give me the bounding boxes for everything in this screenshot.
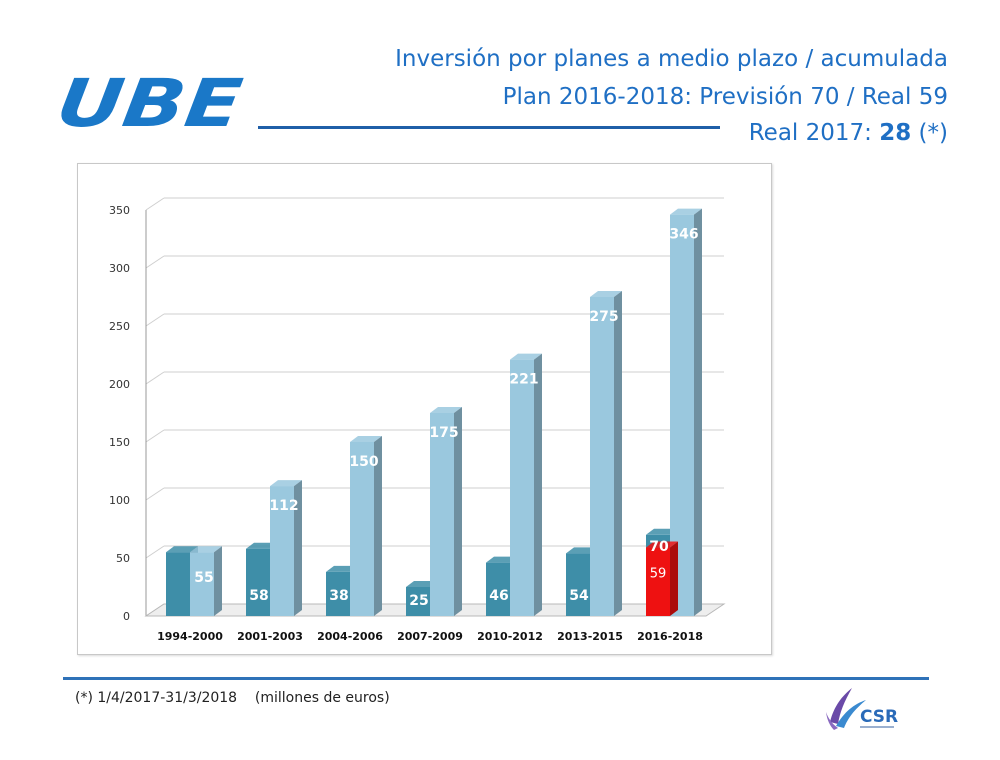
bar-cumulative-6-side <box>694 208 702 616</box>
x-tick-label-0: 1994-2000 <box>157 630 223 643</box>
y-tick-label-4: 200 <box>109 378 130 391</box>
gridline-side-1 <box>145 545 165 559</box>
bar-real-6 <box>646 547 670 616</box>
header-divider <box>258 126 720 129</box>
bar-plan-0-top <box>166 546 198 553</box>
csr-company-logo: CSR <box>826 688 898 730</box>
y-tick-label-7: 350 <box>109 204 130 217</box>
bar-plan-4 <box>486 562 510 616</box>
bar-cumulative-1 <box>270 486 294 616</box>
bar-cumulative-3-top <box>430 407 462 413</box>
gridline-side-7 <box>145 197 165 211</box>
bar-cumulative-0 <box>190 552 214 616</box>
gridline-side-3 <box>145 429 165 443</box>
bar-plan-3 <box>406 587 430 616</box>
bar-cumulative-1-side <box>294 480 302 616</box>
x-tick-label-3: 2007-2009 <box>397 630 463 643</box>
title-line-1: Inversión por planes a medio plazo / acu… <box>395 46 948 72</box>
bar-cumulative-2-side <box>374 436 382 616</box>
footer-divider <box>63 677 929 680</box>
bar-real-6-side <box>670 541 678 616</box>
title-line-3-suffix: (*) <box>911 120 948 146</box>
data-label-plan-1: 58 <box>249 588 268 604</box>
bar-cumulative-2-top <box>350 436 382 442</box>
x-tick-label-1: 2001-2003 <box>237 630 303 643</box>
csr-logo-text: CSR <box>860 707 898 727</box>
x-tick-label-4: 2010-2012 <box>477 630 543 643</box>
chart-container: 0 50 100 150 200 250 300 350 55 1994-2000 58 112 200… <box>77 163 772 655</box>
bar-plan-0 <box>166 552 190 616</box>
title-line-2: Plan 2016-2018: Previsión 70 / Real 59 <box>502 84 948 110</box>
data-label-plan-3: 25 <box>409 593 428 609</box>
data-label-plan-2: 38 <box>329 588 348 604</box>
bar-chart: 0 50 100 150 200 250 300 350 55 1994-2000 58 112 200… <box>109 197 726 643</box>
footnote: (*) 1/4/2017-31/3/2018 (millones de euro… <box>75 690 390 706</box>
bar-plan-1 <box>246 548 270 616</box>
ube-logo-text: UBE <box>60 70 247 132</box>
bar-cumulative-2 <box>350 442 374 616</box>
data-label-cumulative-0: 55 <box>194 570 213 586</box>
data-label-cumulative-5: 275 <box>589 309 618 325</box>
bar-cumulative-1-top <box>270 480 302 487</box>
y-tick-label-2: 100 <box>109 494 130 507</box>
bar-cumulative-4-top <box>510 353 542 360</box>
data-label-plan-4: 46 <box>489 588 508 604</box>
bar-real-6-top <box>646 541 678 548</box>
y-tick-label-1: 50 <box>116 552 130 565</box>
data-label-real-6: 59 <box>650 567 667 582</box>
data-label-cumulative-2: 150 <box>349 454 378 470</box>
gridline-side-4 <box>145 371 165 385</box>
data-label-cumulative-4: 221 <box>509 372 538 388</box>
bar-cumulative-4-side <box>534 353 542 616</box>
bar-cumulative-4 <box>510 359 534 616</box>
bar-cumulative-3 <box>430 413 454 616</box>
x-tick-label-6: 2016-2018 <box>637 630 703 643</box>
gridline-side-2 <box>145 487 165 501</box>
x-tick-label-2: 2004-2006 <box>317 630 383 643</box>
bar-plan-2 <box>326 571 350 616</box>
y-tick-label-5: 250 <box>109 320 130 333</box>
gridline-side-6 <box>145 255 165 269</box>
bar-cumulative-5 <box>590 297 614 616</box>
x-tick-label-5: 2013-2015 <box>557 630 623 643</box>
bar-cumulative-0-side <box>214 546 222 616</box>
title-line-3-prefix: Real 2017: <box>748 120 880 146</box>
data-label-plan-6: 70 <box>649 539 669 555</box>
y-tick-label-0: 0 <box>123 610 130 623</box>
bar-cumulative-6-top <box>670 208 702 215</box>
data-label-cumulative-1: 112 <box>269 498 298 514</box>
title-line-3: Real 2017: 28 (*) <box>749 118 948 148</box>
data-label-plan-5: 54 <box>569 588 589 604</box>
y-tick-label-3: 150 <box>109 436 130 449</box>
bar-cumulative-5-top <box>590 291 622 297</box>
data-label-cumulative-6: 346 <box>669 227 698 243</box>
bar-cumulative-5-side <box>614 291 622 616</box>
bar-cumulative-3-side <box>454 407 462 616</box>
gridline-side-5 <box>145 313 165 327</box>
bar-plan-5 <box>566 553 590 616</box>
bar-cumulative-0-top <box>190 546 222 553</box>
data-label-cumulative-3: 175 <box>429 425 458 441</box>
y-tick-label-6: 300 <box>109 262 130 275</box>
title-line-3-value: 28 <box>879 120 912 146</box>
ube-logo: UBE <box>60 70 247 132</box>
